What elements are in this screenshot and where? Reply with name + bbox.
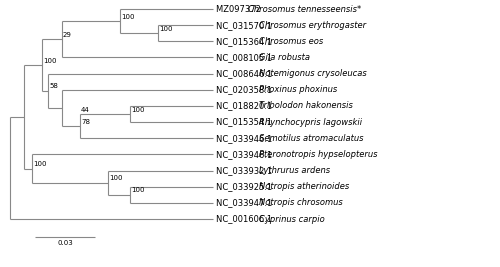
Text: NC_015364.1: NC_015364.1 — [216, 37, 275, 46]
Text: 100: 100 — [131, 107, 144, 112]
Text: NC_033925.1: NC_033925.1 — [216, 182, 275, 191]
Text: 100: 100 — [131, 187, 144, 193]
Text: NC_033946.1: NC_033946.1 — [216, 150, 275, 159]
Text: NC_018820.1: NC_018820.1 — [216, 101, 275, 111]
Text: Notemigonus crysoleucas: Notemigonus crysoleucas — [259, 69, 367, 78]
Text: Semotilus atromaculatus: Semotilus atromaculatus — [259, 134, 364, 143]
Text: 100: 100 — [121, 14, 134, 19]
Text: 100: 100 — [33, 161, 46, 167]
Text: Notropis atherinoides: Notropis atherinoides — [259, 182, 350, 191]
Text: Lythrurus ardens: Lythrurus ardens — [259, 166, 330, 175]
Text: Rhynchocypris lagowskii: Rhynchocypris lagowskii — [259, 117, 362, 127]
Text: NC_031570.1: NC_031570.1 — [216, 21, 275, 30]
Text: 100: 100 — [159, 26, 172, 32]
Text: Chrosomus eos: Chrosomus eos — [259, 37, 324, 46]
Text: Phoxinus phoxinus: Phoxinus phoxinus — [259, 85, 338, 94]
Text: 58: 58 — [49, 83, 58, 89]
Text: 100: 100 — [109, 175, 122, 181]
Text: 29: 29 — [63, 32, 72, 38]
Text: Chrosomus erythrogaster: Chrosomus erythrogaster — [259, 21, 366, 30]
Text: NC_033932.1: NC_033932.1 — [216, 166, 275, 175]
Text: NC_015354.1: NC_015354.1 — [216, 117, 274, 127]
Text: 100: 100 — [43, 57, 57, 64]
Text: NC_033947.1: NC_033947.1 — [216, 198, 275, 207]
Text: Gila robusta: Gila robusta — [259, 53, 310, 62]
Text: 44: 44 — [81, 107, 90, 112]
Text: Cyprinus carpio: Cyprinus carpio — [259, 214, 325, 223]
Text: Notropis chrosomus: Notropis chrosomus — [259, 198, 343, 207]
Text: 0.03: 0.03 — [57, 240, 73, 246]
Text: NC_008105.1: NC_008105.1 — [216, 53, 274, 62]
Text: NC_008646.1: NC_008646.1 — [216, 69, 275, 78]
Text: MZ097372: MZ097372 — [216, 5, 264, 14]
Text: NC_001606.1: NC_001606.1 — [216, 214, 275, 223]
Text: 78: 78 — [81, 119, 90, 125]
Text: Tribolodon hakonensis: Tribolodon hakonensis — [259, 101, 353, 111]
Text: NC_020358.1: NC_020358.1 — [216, 85, 275, 94]
Text: Pteronotropis hypselopterus: Pteronotropis hypselopterus — [259, 150, 378, 159]
Text: Chrosomus tennesseensis*: Chrosomus tennesseensis* — [248, 5, 362, 14]
Text: NC_033946.1: NC_033946.1 — [216, 134, 275, 143]
